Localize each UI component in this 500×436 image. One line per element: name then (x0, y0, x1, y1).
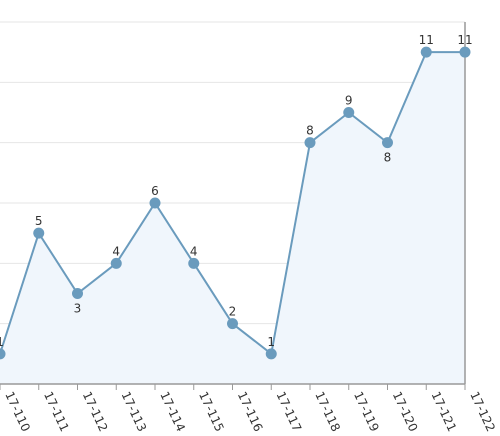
axes (0, 22, 466, 390)
x-tick-labels: 17-110 17-111 17-112 17-113 17-114 17-115 17-1… (2, 389, 498, 433)
data-points (0, 46, 471, 360)
x-tick-label: 17-112 (80, 389, 111, 433)
data-label: 1 (0, 335, 4, 349)
x-tick-label: 17-115 (196, 389, 227, 433)
data-label: 6 (151, 184, 159, 198)
data-label: 4 (112, 244, 120, 258)
data-point[interactable] (33, 227, 45, 239)
x-tick-label: 17-113 (119, 389, 150, 433)
data-label: 8 (306, 124, 314, 138)
series-area (0, 52, 465, 385)
x-tick-label: 17-110 (2, 389, 33, 433)
x-tick-label: 17-111 (41, 389, 72, 433)
data-point[interactable] (72, 288, 83, 299)
data-label: 2 (229, 305, 237, 319)
data-label: 4 (190, 244, 198, 258)
x-tick-label: 17-118 (312, 389, 343, 433)
x-tick-label: 17-114 (157, 389, 188, 433)
data-label: 8 (384, 151, 392, 165)
x-tick-label: 17-119 (351, 389, 382, 433)
data-point[interactable] (343, 107, 355, 118)
x-tick-label: 17-116 (235, 389, 266, 433)
data-point[interactable] (0, 348, 6, 360)
data-point[interactable] (304, 137, 316, 149)
data-point[interactable] (420, 46, 432, 58)
data-label: 11 (457, 33, 472, 47)
x-tick-label: 17-117 (274, 389, 305, 433)
x-tick-label: 17-120 (390, 389, 421, 433)
data-label: 3 (74, 302, 82, 316)
data-point[interactable] (110, 257, 122, 269)
x-tick-label: 17-122 (467, 389, 498, 433)
data-point[interactable] (188, 257, 200, 269)
data-point[interactable] (149, 197, 161, 209)
data-point[interactable] (265, 348, 277, 360)
data-point[interactable] (382, 137, 393, 149)
data-label: 11 (419, 33, 434, 47)
data-point[interactable] (227, 318, 238, 330)
data-label: 5 (35, 214, 43, 228)
data-label: 1 (267, 335, 275, 349)
data-labels: 1 5 3 4 6 4 2 1 8 9 8 11 11 (0, 33, 473, 349)
data-point[interactable] (459, 46, 471, 58)
data-label: 9 (345, 94, 353, 108)
x-tick-label: 17-121 (429, 389, 460, 433)
